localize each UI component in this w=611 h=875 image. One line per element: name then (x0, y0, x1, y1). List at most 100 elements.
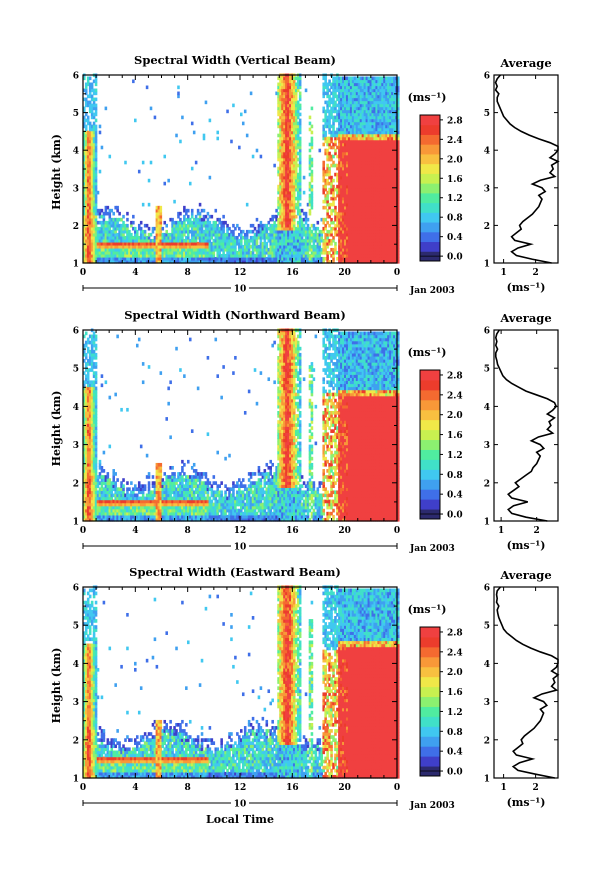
heatmap-cell (112, 259, 115, 264)
heatmap-cell (84, 169, 88, 174)
heatmap-cell (340, 79, 343, 84)
heatmap-cell (292, 184, 296, 189)
heatmap-cell (247, 229, 251, 234)
heatmap-cell (326, 253, 329, 258)
heatmap-cell (94, 178, 98, 183)
heatmap-cell (316, 256, 320, 261)
heatmap-cell (106, 244, 110, 249)
heatmap-cell (287, 124, 290, 129)
heatmap-cell (328, 118, 331, 123)
heatmap-cell (147, 250, 151, 255)
heatmap-cell (208, 229, 212, 234)
heatmap-cell (253, 238, 257, 243)
heatmap-cell (200, 235, 204, 240)
heatmap-cell (175, 226, 178, 231)
heatmap-cell (292, 154, 296, 159)
y-tick-label: 4 (73, 147, 79, 157)
heatmap-cell (328, 205, 331, 210)
heatmap-cell (296, 133, 300, 138)
heatmap-cell (302, 259, 306, 264)
heatmap-cell (185, 244, 188, 249)
heatmap-cell (281, 178, 284, 183)
heatmap-cell (88, 250, 92, 255)
heatmap-cell (291, 100, 294, 105)
heatmap-cell (279, 148, 282, 153)
heatmap-cell (132, 79, 135, 84)
heatmap-cell (281, 163, 284, 168)
heatmap-cell (194, 217, 198, 222)
heatmap-cell (181, 259, 184, 264)
heatmap-cell (259, 247, 263, 252)
heatmap-cell (251, 250, 255, 255)
heatmap-cell (279, 118, 282, 123)
heatmap-cell (155, 214, 159, 219)
heatmap-cell (161, 238, 165, 243)
heatmap-cell (100, 223, 104, 228)
heatmap-cell (90, 163, 94, 168)
heatmap-cell (320, 247, 324, 252)
average-y-tick-label: 2 (484, 222, 490, 232)
heatmap-cell (298, 232, 302, 237)
heatmap-cell (188, 241, 192, 246)
heatmap-cell (128, 253, 131, 258)
heatmap-cell (324, 256, 327, 261)
heatmap-cell (296, 244, 300, 249)
heatmap-cell (204, 241, 208, 246)
heatmap-cell (240, 232, 243, 237)
heatmap-cell (269, 217, 272, 222)
average-frame (493, 74, 559, 264)
heatmap-cell (94, 223, 98, 228)
heatmap-cell (292, 250, 296, 255)
heatmap-cell (86, 247, 90, 252)
heatmap-cell (94, 229, 98, 234)
heatmap-cell (108, 238, 112, 243)
heatmap-cell (88, 172, 92, 177)
heatmap-cell (322, 205, 325, 210)
heatmap-cell (124, 241, 127, 246)
heatmap-cell (173, 238, 176, 243)
heatmap-cell (226, 241, 229, 246)
heatmap-cell (183, 259, 186, 264)
heatmap-cell (84, 178, 88, 183)
heatmap-cell (94, 202, 98, 207)
heatmap-cell (120, 247, 123, 252)
heatmap-cell (267, 250, 271, 255)
x-tick-label: 0 (394, 268, 400, 278)
heatmap-cell (283, 127, 286, 132)
heatmap-cell (102, 226, 106, 231)
heatmap-cell (96, 253, 100, 258)
heatmap-cell (83, 184, 86, 189)
heatmap-cell (277, 232, 280, 237)
heatmap-cell (342, 259, 345, 264)
heatmap-cell (281, 166, 284, 171)
heatmap-cell (108, 232, 112, 237)
heatmap-cell (316, 235, 320, 240)
heatmap-cell (185, 208, 188, 213)
heatmap-cell (285, 145, 288, 150)
heatmap-cell (110, 232, 114, 237)
heatmap-cell (155, 223, 159, 228)
heatmap-cell (88, 193, 92, 198)
heatmap-cell (92, 223, 96, 228)
heatmap-cell (326, 157, 329, 162)
heatmap-cell (277, 241, 280, 246)
heatmap-cell (332, 109, 335, 114)
heatmap-cell (245, 259, 249, 264)
heatmap-cell (281, 172, 284, 177)
heatmap-cell (106, 247, 110, 252)
heatmap-cell (141, 160, 145, 165)
heatmap-cell (267, 232, 271, 237)
heatmap-cell (267, 259, 271, 264)
heatmap-cell (292, 124, 296, 129)
heatmap-cell (173, 199, 176, 204)
heatmap-cell (104, 223, 108, 228)
heatmap-cell (291, 154, 294, 159)
heatmap-cell (122, 235, 125, 240)
heatmap-cell (279, 154, 282, 159)
heatmap-cell (226, 238, 229, 243)
heatmap-cell (308, 148, 312, 153)
heatmap-cell (157, 205, 161, 210)
heatmap-cell (104, 220, 108, 225)
heatmap-cell (291, 190, 294, 195)
heatmap-cell (245, 241, 249, 246)
